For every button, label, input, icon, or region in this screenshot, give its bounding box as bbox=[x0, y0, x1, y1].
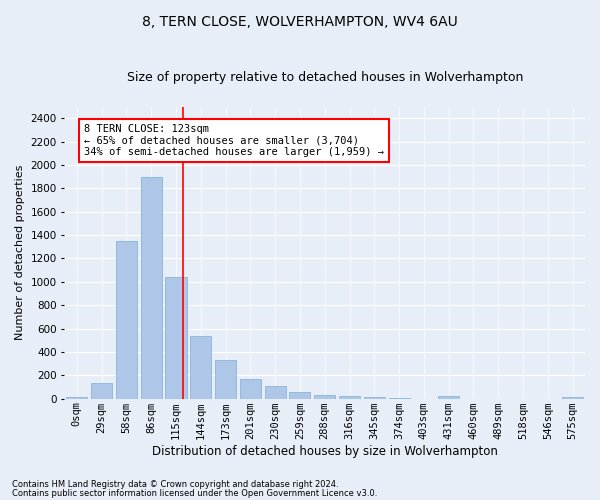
Bar bbox=[562, 397, 583, 398]
Bar bbox=[190, 336, 211, 398]
Bar bbox=[438, 396, 459, 398]
Bar bbox=[240, 380, 261, 398]
Text: 8 TERN CLOSE: 123sqm
← 65% of detached houses are smaller (3,704)
34% of semi-de: 8 TERN CLOSE: 123sqm ← 65% of detached h… bbox=[84, 124, 384, 157]
Bar bbox=[67, 397, 88, 398]
Bar bbox=[339, 396, 360, 398]
Text: Contains public sector information licensed under the Open Government Licence v3: Contains public sector information licen… bbox=[12, 488, 377, 498]
Bar bbox=[314, 395, 335, 398]
Bar bbox=[91, 384, 112, 398]
Y-axis label: Number of detached properties: Number of detached properties bbox=[15, 165, 25, 340]
Text: 8, TERN CLOSE, WOLVERHAMPTON, WV4 6AU: 8, TERN CLOSE, WOLVERHAMPTON, WV4 6AU bbox=[142, 15, 458, 29]
Bar bbox=[116, 241, 137, 398]
Bar bbox=[166, 277, 187, 398]
Bar bbox=[265, 386, 286, 398]
Bar bbox=[215, 360, 236, 399]
Bar bbox=[140, 176, 162, 398]
Bar bbox=[289, 392, 310, 398]
X-axis label: Distribution of detached houses by size in Wolverhampton: Distribution of detached houses by size … bbox=[152, 444, 497, 458]
Text: Contains HM Land Registry data © Crown copyright and database right 2024.: Contains HM Land Registry data © Crown c… bbox=[12, 480, 338, 489]
Title: Size of property relative to detached houses in Wolverhampton: Size of property relative to detached ho… bbox=[127, 72, 523, 85]
